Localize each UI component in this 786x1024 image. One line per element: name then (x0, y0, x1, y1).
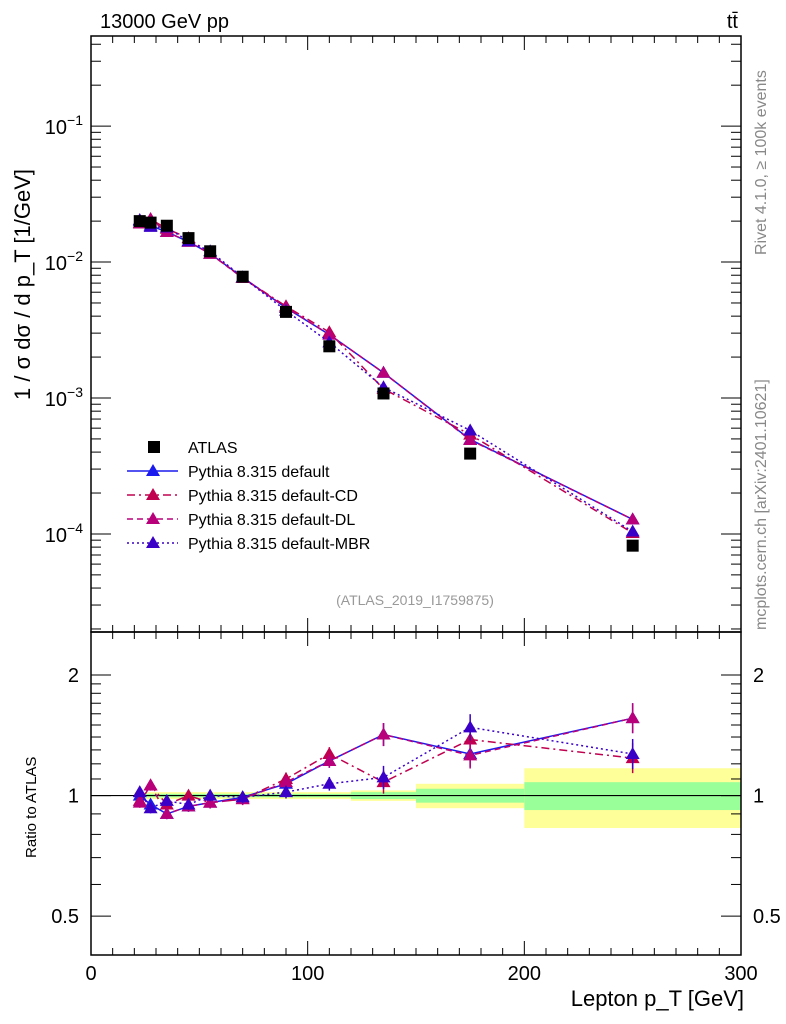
mc-marker (322, 327, 337, 340)
energy-label: 13000 GeV pp (100, 11, 229, 33)
mc-marker (376, 365, 391, 378)
ratio-marker (463, 748, 478, 761)
ratio-marker (203, 788, 218, 801)
rivet-label: Rivet 4.1.0, ≥ 100k events (753, 70, 770, 255)
atlas-data-point (236, 270, 249, 283)
ratio-marker (279, 785, 293, 798)
y-tick-label: 10−2 (45, 248, 83, 275)
ratio-marker (159, 806, 174, 819)
mc-marker (463, 423, 478, 436)
ratio-marker (143, 801, 158, 814)
atlas-data-point (160, 219, 173, 232)
mc-marker (625, 512, 640, 525)
atlas-data-point (204, 245, 217, 258)
ratio-marker (625, 711, 640, 724)
x-tick-label: 0 (85, 963, 96, 985)
ratio-marker (181, 797, 196, 810)
ratio-marker (322, 753, 337, 766)
legend-marker (146, 536, 160, 548)
y-axis-label: 1 / σ dσ / d p_T [1/GeV] (10, 169, 35, 400)
mc-marker (625, 524, 640, 537)
ratio-y-tick-label-right: 0.5 (753, 906, 781, 928)
ratio-y-tick-label: 2 (68, 665, 79, 687)
ratio-marker (625, 746, 640, 759)
mc-marker (463, 432, 478, 445)
legend-label: Pythia 8.315 default-DL (188, 512, 355, 529)
x-axis-label: Lepton p_T [GeV] (571, 986, 744, 1011)
atlas-data-point (323, 340, 336, 353)
atlas-data-point (182, 232, 195, 245)
ratio-marker (376, 770, 391, 783)
atlas-data-point (626, 539, 639, 552)
legend-label: Pythia 8.315 default-CD (188, 488, 358, 505)
analysis-label: (ATLAS_2019_I1759875) (336, 592, 494, 608)
atlas-data-point (133, 215, 146, 228)
mcplots-label: mcplots.cern.ch [arXiv:2401.10621] (753, 379, 770, 630)
atlas-data-point (280, 305, 292, 318)
y-tick-label: 10−3 (45, 384, 83, 411)
ratio-y-tick-label: 1 (68, 786, 79, 808)
ratio-y-axis-label: Ratio to ATLAS (23, 757, 40, 858)
y-tick-label: 10−1 (45, 112, 83, 139)
ratio-y-tick-label-right: 2 (753, 665, 764, 687)
ratio-marker (322, 776, 337, 789)
ratio-marker (181, 788, 196, 801)
ratio-marker (322, 746, 337, 759)
legend-label: Pythia 8.315 default-MBR (188, 536, 370, 553)
x-tick-label: 200 (508, 963, 541, 985)
legend-label: Pythia 8.315 default (188, 464, 330, 481)
x-tick-label: 300 (724, 963, 757, 985)
process-label: tt̄ (727, 11, 739, 33)
legend-label: ATLAS (188, 440, 238, 457)
legend-marker (146, 464, 160, 476)
atlas-data-point (144, 216, 157, 229)
ratio-marker (463, 720, 478, 733)
legend-marker (146, 512, 160, 524)
ratio-marker (159, 793, 174, 806)
ratio-y-tick-label-right: 1 (753, 786, 764, 808)
ratio-line-1 (139, 738, 633, 806)
atlas-data-point (464, 447, 477, 460)
y-tick-label: 10−4 (45, 520, 83, 547)
ratio-marker (376, 727, 391, 740)
ratio-marker (279, 775, 293, 788)
legend-marker (146, 488, 160, 500)
ratio-marker (132, 795, 147, 808)
ratio-marker (203, 795, 218, 808)
ratio-y-tick-label: 0.5 (51, 906, 79, 928)
legend-marker-atlas (148, 441, 160, 453)
atlas-data-point (377, 387, 390, 400)
x-tick-label: 100 (291, 963, 324, 985)
ratio-marker (235, 790, 250, 803)
ratio-marker (132, 785, 147, 798)
ratio-marker (143, 778, 158, 791)
